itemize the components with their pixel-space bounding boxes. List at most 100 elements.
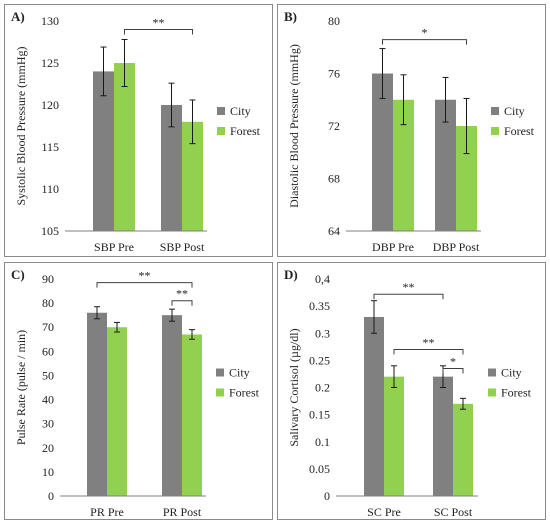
panel-label: C): [11, 267, 25, 282]
legend-swatch-city: [491, 107, 499, 115]
x-tick-label: SC Pre: [367, 505, 401, 519]
chart-panel-a: A) Systolic Blood Pressure (mmHg) 105 110 11…: [4, 4, 273, 257]
y-tick-label: 0.25: [309, 353, 330, 367]
y-tick-label: 76: [328, 67, 340, 81]
significance-marker: **: [176, 287, 188, 301]
y-tick-label: 60: [42, 344, 54, 358]
y-tick-label: 20: [42, 441, 54, 455]
y-tick-label: 125: [41, 56, 59, 70]
bar-forest-0: [393, 99, 414, 231]
bar-city-1: [162, 315, 182, 496]
y-tick-label: 110: [41, 182, 59, 196]
x-tick-label: DBP Post: [433, 240, 480, 254]
legend-swatch-city: [488, 368, 496, 377]
y-tick-label: 50: [42, 368, 54, 382]
y-tick-label: 105: [41, 224, 59, 238]
legend-label-forest: Forest: [230, 124, 261, 138]
legend-label-city: City: [229, 366, 250, 380]
significance-marker: **: [139, 269, 151, 283]
y-tick-label: 80: [42, 296, 54, 310]
legend-label-city: City: [501, 366, 522, 380]
significance-marker: *: [422, 26, 428, 40]
y-tick-label: 115: [41, 140, 59, 154]
bar-city-0: [87, 312, 107, 496]
significance-marker: **: [423, 336, 435, 350]
significance-bracket: [442, 368, 464, 374]
legend-swatch-forest: [491, 127, 499, 135]
bar-forest-1: [453, 403, 473, 496]
panel-label: B): [284, 9, 297, 24]
bar-city-1: [435, 99, 456, 231]
x-tick-label: DBP Pre: [372, 240, 414, 254]
significance-marker: **: [403, 280, 415, 294]
legend-label-city: City: [504, 104, 525, 118]
y-axis-label: Salivary Cortisol (µg/dl): [287, 328, 301, 446]
x-tick-label: PR Pre: [90, 505, 124, 519]
significance-bracket: [171, 300, 193, 306]
x-tick-label: SBP Pre: [94, 240, 134, 254]
chart-panel-c: C) Pulse Rate (pulse / min) 0 10 20 30 40 50 60 7…: [4, 262, 273, 520]
significance-bracket: [373, 293, 444, 300]
bar-city-1: [161, 105, 182, 231]
legend-swatch-forest: [217, 127, 225, 135]
bar-forest-1: [182, 334, 202, 496]
significance-bracket: [124, 28, 193, 35]
panel-label: D): [284, 267, 298, 282]
bar-forest-0: [114, 63, 135, 231]
significance-marker: **: [153, 15, 165, 29]
bar-city-0: [372, 73, 393, 231]
y-tick-label: 0.15: [309, 408, 330, 422]
legend-label-forest: Forest: [229, 386, 260, 400]
y-tick-label: 0,4: [315, 272, 330, 286]
y-tick-label: 0.35: [309, 299, 330, 313]
y-tick-label: 120: [41, 98, 59, 112]
significance-bracket: [96, 282, 193, 288]
x-tick-label: PR Post: [163, 505, 202, 519]
chart-svg-d: D) Salivary Cortisol (µg/dl) 0 0.05 0.1 0.15 0…: [284, 267, 532, 519]
legend-label-forest: Forest: [501, 386, 532, 400]
bar-city-0: [364, 316, 384, 496]
bar-city-1: [433, 376, 453, 496]
legend-swatch-forest: [216, 388, 224, 397]
chart-panel-d: D) Salivary Cortisol (µg/dl) 0 0.05 0.1 0.15 0…: [277, 262, 546, 520]
legend-swatch-city: [217, 107, 225, 115]
significance-bracket: [382, 39, 467, 45]
bar-forest-0: [107, 327, 127, 496]
chart-svg-a: A) Systolic Blood Pressure (mmHg) 105 110 11…: [11, 9, 261, 254]
legend-swatch-city: [216, 368, 224, 377]
legend-label-city: City: [230, 104, 251, 118]
y-tick-label: 0.2: [315, 381, 330, 395]
bar-forest-0: [384, 376, 404, 496]
chart-svg-b: B) Diastolic Blood Pressure (mmHg) 64 68 72 7…: [284, 9, 535, 254]
bar-city-0: [93, 71, 114, 232]
y-tick-label: 90: [42, 272, 54, 286]
y-tick-label: 80: [328, 14, 340, 28]
y-tick-label: 0: [48, 489, 54, 503]
significance-bracket: [393, 349, 464, 355]
y-tick-label: 68: [328, 172, 340, 186]
y-tick-label: 0.3: [315, 326, 330, 340]
panel-label: A): [11, 9, 25, 24]
significance-marker: *: [450, 355, 456, 369]
bar-forest-1: [182, 121, 203, 231]
y-tick-label: 40: [42, 393, 54, 407]
y-tick-label: 0.05: [309, 462, 330, 476]
y-axis-label: Pulse Rate (pulse / min): [14, 330, 28, 445]
x-tick-label: SC Post: [434, 505, 473, 519]
legend-label-forest: Forest: [504, 124, 535, 138]
y-tick-label: 72: [328, 119, 340, 133]
legend-swatch-forest: [488, 388, 496, 397]
y-tick-label: 0: [324, 489, 330, 503]
y-tick-label: 130: [41, 14, 59, 28]
bar-forest-1: [456, 126, 477, 231]
y-tick-label: 70: [42, 320, 54, 334]
y-tick-label: 0.1: [315, 435, 330, 449]
chart-svg-c: C) Pulse Rate (pulse / min) 0 10 20 30 40 50 60 7…: [11, 267, 260, 519]
y-axis-label: Systolic Blood Pressure (mmHg): [14, 47, 28, 206]
y-tick-label: 10: [42, 465, 54, 479]
y-axis-label: Diastolic Blood Pressure (mmHg): [287, 44, 301, 208]
chart-panel-b: B) Diastolic Blood Pressure (mmHg) 64 68 72 7…: [277, 4, 546, 257]
y-tick-label: 64: [328, 224, 340, 238]
x-tick-label: SBP Post: [160, 240, 205, 254]
y-tick-label: 30: [42, 417, 54, 431]
